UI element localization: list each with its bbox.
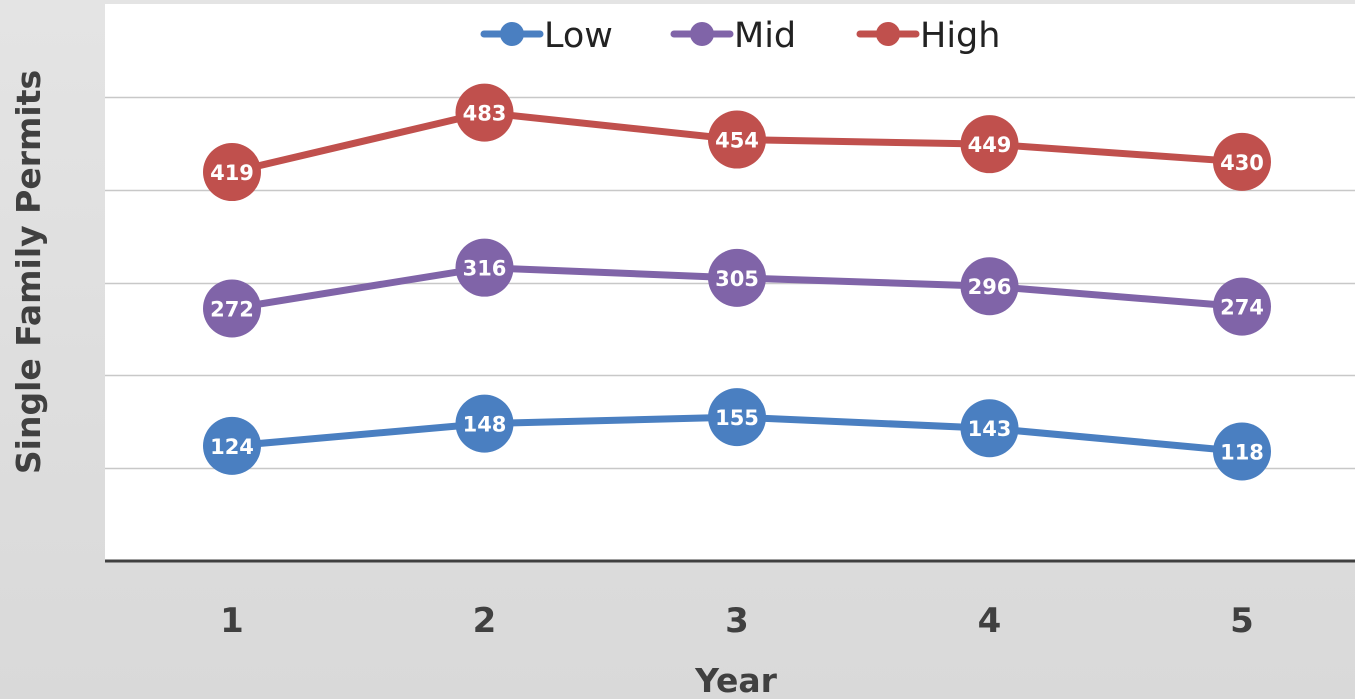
data-label-low-1: 124: [210, 435, 254, 459]
x-tick-label-1: 1: [220, 601, 244, 641]
data-point-mid-5: [1213, 277, 1271, 336]
data-point-mid-3: [708, 248, 766, 307]
legend-label-mid: Mid: [734, 16, 796, 56]
data-point-high-2: [455, 83, 514, 142]
x-tick-label-3: 3: [725, 601, 749, 641]
data-label-mid-1: 272: [210, 297, 254, 321]
data-label-high-3: 454: [715, 129, 759, 153]
y-axis-title: Single Family Permits: [9, 70, 48, 474]
legend-marker-high: [876, 22, 900, 46]
legend-label-low: Low: [544, 16, 613, 56]
data-label-low-4: 143: [968, 417, 1012, 441]
x-tick-label-4: 4: [978, 601, 1002, 641]
legend-label-high: High: [920, 16, 1000, 56]
data-point-low-1: [203, 416, 261, 475]
data-point-mid-2: [455, 238, 514, 297]
data-label-mid-2: 316: [463, 257, 507, 281]
data-point-high-4: [960, 115, 1019, 174]
data-label-high-1: 419: [210, 161, 254, 185]
data-label-low-2: 148: [463, 413, 507, 437]
series-high: 419 483 454 449 430: [203, 83, 1271, 202]
data-label-low-5: 118: [1220, 440, 1264, 464]
data-label-mid-5: 274: [1220, 296, 1264, 320]
data-label-high-5: 430: [1220, 151, 1264, 175]
x-tick-label-2: 2: [473, 601, 497, 641]
x-axis-title: Year: [694, 661, 778, 699]
data-point-mid-1: [203, 279, 261, 338]
data-label-high-2: 483: [463, 102, 507, 126]
data-label-low-3: 155: [715, 406, 759, 430]
data-point-low-4: [960, 399, 1019, 458]
series-low: 124 148 155 143 118: [203, 388, 1271, 481]
series-mid: 272 316 305 296 274: [203, 238, 1271, 338]
data-point-low-5: [1213, 422, 1271, 481]
data-label-high-4: 449: [968, 133, 1012, 157]
data-point-low-3: [708, 388, 766, 447]
legend: Low Mid High: [480, 16, 1000, 56]
data-label-mid-4: 296: [968, 275, 1012, 299]
data-point-high-5: [1213, 132, 1271, 191]
data-label-mid-3: 305: [715, 267, 759, 291]
data-point-low-2: [455, 394, 514, 453]
data-point-high-1: [203, 143, 261, 202]
legend-marker-mid: [690, 22, 714, 46]
x-tick-label-5: 5: [1230, 601, 1254, 641]
legend-marker-low: [500, 22, 524, 46]
x-tick-labels: 1 2 3 4 5: [220, 601, 1254, 641]
data-point-high-3: [708, 110, 766, 169]
data-point-mid-4: [960, 257, 1019, 316]
